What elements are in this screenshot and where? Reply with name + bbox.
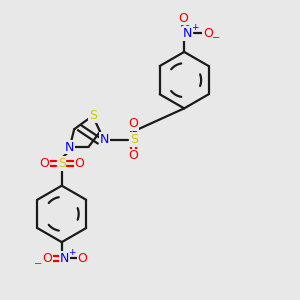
Text: N: N bbox=[60, 252, 69, 265]
Text: O: O bbox=[203, 27, 213, 40]
Text: O: O bbox=[178, 11, 188, 25]
Text: N: N bbox=[100, 133, 110, 146]
Text: S: S bbox=[58, 157, 66, 170]
Text: −: − bbox=[212, 33, 220, 43]
Text: O: O bbox=[39, 157, 49, 170]
Text: O: O bbox=[129, 149, 139, 162]
Text: N: N bbox=[183, 27, 192, 40]
Text: S: S bbox=[130, 133, 138, 146]
Text: N: N bbox=[65, 140, 74, 154]
Text: O: O bbox=[129, 117, 139, 130]
Text: +: + bbox=[191, 23, 199, 32]
Text: O: O bbox=[43, 252, 52, 265]
Text: S: S bbox=[88, 109, 97, 122]
Text: +: + bbox=[68, 248, 76, 257]
Text: O: O bbox=[75, 157, 85, 170]
Text: −: − bbox=[34, 259, 42, 269]
Text: O: O bbox=[78, 252, 88, 265]
